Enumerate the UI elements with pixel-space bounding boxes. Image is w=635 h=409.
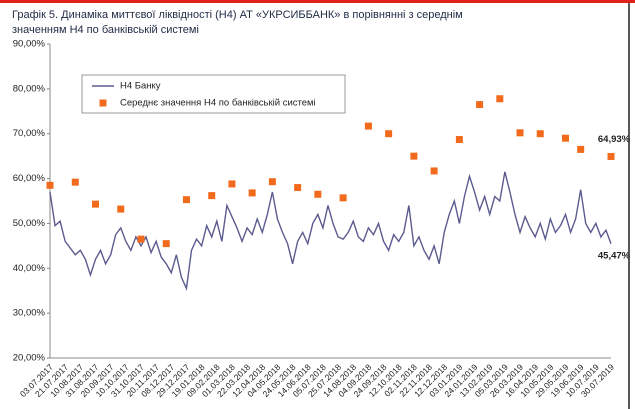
top-bar [0, 0, 635, 3]
marker [536, 130, 544, 138]
chart-title: Графік 5. Динаміка миттєвої ліквідності … [12, 9, 463, 21]
legend-label: Середнє значення Н4 по банківській систе… [120, 98, 316, 109]
y-tick-label: 60,00% [13, 173, 46, 184]
marker [71, 178, 79, 186]
legend-swatch [99, 99, 107, 107]
marker [455, 136, 463, 144]
data-label: 45,47% [598, 250, 631, 261]
marker [248, 189, 256, 197]
marker [516, 129, 524, 137]
marker [137, 235, 145, 243]
y-tick-label: 70,00% [13, 128, 46, 139]
y-tick-label: 30,00% [13, 308, 46, 319]
marker [182, 196, 190, 204]
marker [410, 152, 418, 160]
y-tick-label: 20,00% [13, 353, 46, 364]
legend-label: Н4 Банку [120, 81, 161, 92]
marker [91, 200, 99, 208]
y-tick-label: 50,00% [13, 218, 46, 229]
marker [607, 152, 615, 160]
marker [268, 178, 276, 186]
marker [162, 240, 170, 248]
marker [496, 95, 504, 103]
marker [476, 101, 484, 109]
y-tick-label: 90,00% [13, 39, 46, 50]
marker [385, 130, 393, 138]
y-tick-label: 80,00% [13, 83, 46, 94]
chart-title: значенням Н4 по банківській системі [12, 24, 199, 36]
line [49, 171, 612, 291]
legend-box [81, 74, 346, 114]
marker [228, 180, 236, 188]
marker [364, 122, 372, 130]
marker [314, 190, 322, 198]
marker [577, 145, 585, 153]
marker [430, 167, 438, 175]
y-tick-label: 40,00% [13, 263, 46, 274]
marker [208, 192, 216, 200]
marker [294, 184, 302, 192]
marker [339, 194, 347, 202]
marker [117, 205, 125, 213]
marker [46, 181, 54, 189]
data-label: 64,93% [598, 134, 631, 145]
marker [562, 134, 570, 142]
